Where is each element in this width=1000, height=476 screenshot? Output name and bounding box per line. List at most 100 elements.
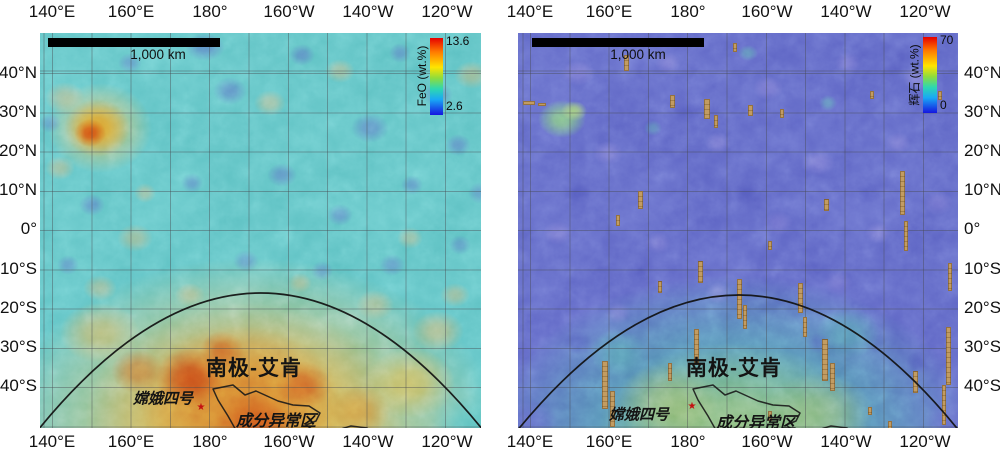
pyroxene-streak (638, 191, 643, 209)
lon-tick-label: 120°W (421, 2, 473, 21)
colorbar-gradient (923, 37, 937, 113)
pyroxene-streak (948, 263, 952, 291)
basin-label: 南极-艾肯 (686, 357, 782, 380)
lander-marker-icon: ★ (196, 402, 206, 413)
lon-tick-label: 180° (192, 432, 228, 451)
pyroxene-streak (743, 305, 747, 329)
pyroxene-streak (714, 115, 718, 128)
pyroxene-streak (748, 105, 753, 116)
lander-label: 嫦娥四号 (608, 405, 670, 424)
pyroxene-streak (768, 241, 772, 250)
pyroxene-streak (694, 329, 699, 365)
pyroxene-streak (798, 283, 803, 313)
lon-tick-label: 160°W (741, 2, 793, 21)
colorbar-gradient (430, 38, 443, 115)
outline-overlay (518, 294, 958, 428)
feo-map: 1,000 km 13.6 2.6 FeO (wt.%) 南极-艾肯 嫦娥四号 … (40, 33, 481, 428)
crater-noise-texture (518, 33, 958, 428)
pyroxene-streak (822, 339, 828, 381)
crater-noise-texture (40, 33, 481, 428)
pyroxene-streak (610, 391, 615, 427)
colorbar-max-value: 13.6 (446, 34, 470, 48)
scale-bar-label: 1,000 km (610, 47, 666, 62)
pyroxene-streak (523, 101, 535, 105)
lon-tick-label: 180° (670, 432, 706, 451)
pyroxene-streak (624, 55, 629, 71)
lon-tick-label: 140°W (342, 2, 394, 21)
lon-tick-label: 160°E (107, 2, 155, 21)
pyroxene-streak (698, 261, 703, 283)
lat-tick-label: 10°N (964, 180, 1000, 199)
pyroxene-streak (946, 327, 951, 385)
anomaly-region-label: 成分异常区 (235, 411, 317, 428)
pyroxene-streak (830, 363, 835, 391)
lon-tick-label: 160°E (585, 2, 633, 21)
lon-tick-label: 120°W (421, 432, 473, 451)
graticule-grid (40, 33, 481, 428)
colorbar-max-value: 70 (940, 33, 954, 47)
lon-tick-label: 140°E (28, 432, 76, 451)
composition-anomaly-outline (692, 384, 849, 428)
lat-tick-label: 20°S (0, 298, 37, 317)
lon-tick-label: 180° (670, 2, 706, 21)
pyroxene-streak (616, 215, 620, 226)
lon-tick-label: 140°E (506, 2, 554, 21)
anomaly-streaks-layer (518, 33, 958, 428)
lat-tick-label: 30°S (0, 337, 37, 356)
lat-tick-label: 10°S (964, 259, 1000, 278)
lat-tick-label: 30°N (0, 102, 37, 121)
lon-ticks-top: 140°E 160°E 180° 160°W 140°W 120°W (507, 1, 959, 23)
pyroxene-streak (668, 363, 672, 381)
anomaly-region-label: 成分异常区 (715, 413, 797, 428)
lat-tick-label: 0° (964, 219, 981, 238)
lat-tick-label: 30°N (964, 102, 1000, 121)
outline-overlay (40, 292, 481, 428)
lat-tick-label: 40°N (964, 63, 1000, 82)
pyroxene-streak (602, 361, 608, 409)
pyroxene-streak (737, 279, 742, 319)
lat-tick-label: 10°S (0, 259, 37, 278)
pyroxene-streak (768, 411, 772, 421)
lon-ticks-bottom: 140°E 160°E 180° 160°W 140°W 120°W (29, 431, 481, 453)
lat-tick-label: 40°S (0, 376, 37, 395)
pyroxene-map: 1,000 km 70 0 辉石 (wt.%) 南极-艾肯 嫦娥四号 ★ 成分异… (518, 33, 958, 428)
lon-tick-label: 120°W (899, 432, 951, 451)
pyroxene-streak (733, 43, 737, 52)
pyroxene-streak (658, 281, 662, 293)
lon-ticks-bottom: 140°E 160°E 180° 160°W 140°W 120°W (507, 431, 959, 453)
scale-bar-label: 1,000 km (130, 47, 186, 62)
pyroxene-streak (780, 109, 784, 118)
pyroxene-streak (824, 199, 829, 211)
lat-tick-label: 40°S (964, 376, 1000, 395)
scale-bar (532, 38, 704, 47)
lon-ticks-top: 140°E 160°E 180° 160°W 140°W 120°W (29, 1, 481, 23)
pyroxene-streak (704, 99, 710, 119)
lon-tick-label: 160°W (263, 2, 315, 21)
spa-basin-rim-arc (40, 292, 481, 428)
lat-tick-label: 30°S (964, 337, 1000, 356)
lat-tick-label: 0° (20, 219, 37, 238)
colorbar-min-value: 2.6 (446, 99, 463, 113)
lon-tick-label: 160°W (741, 432, 793, 451)
pyroxene-streak (868, 407, 872, 415)
lander-marker-icon: ★ (687, 401, 697, 412)
graticule-grid (518, 33, 958, 428)
basin-label: 南极-艾肯 (206, 357, 302, 380)
pyroxene-streak (900, 171, 905, 215)
spa-basin-rim-arc (518, 294, 958, 428)
colorbar-min-value: 0 (940, 98, 947, 112)
lon-tick-label: 140°W (342, 432, 394, 451)
lon-tick-label: 140°W (820, 432, 872, 451)
lat-tick-label: 40°N (0, 63, 37, 82)
lon-tick-label: 160°E (585, 432, 633, 451)
pyroxene-streak (538, 103, 546, 106)
pyroxene-panel: 140°E 160°E 180° 160°W 140°W 120°W 1,000 km 7… (507, 0, 1000, 476)
lon-tick-label: 140°E (506, 432, 554, 451)
lon-tick-label: 180° (192, 2, 228, 21)
pyroxene-streak (942, 385, 946, 425)
scale-bar (48, 38, 220, 47)
pyroxene-streak (670, 95, 675, 108)
lat-tick-label: 20°S (964, 298, 1000, 317)
lon-tick-label: 160°E (107, 432, 155, 451)
